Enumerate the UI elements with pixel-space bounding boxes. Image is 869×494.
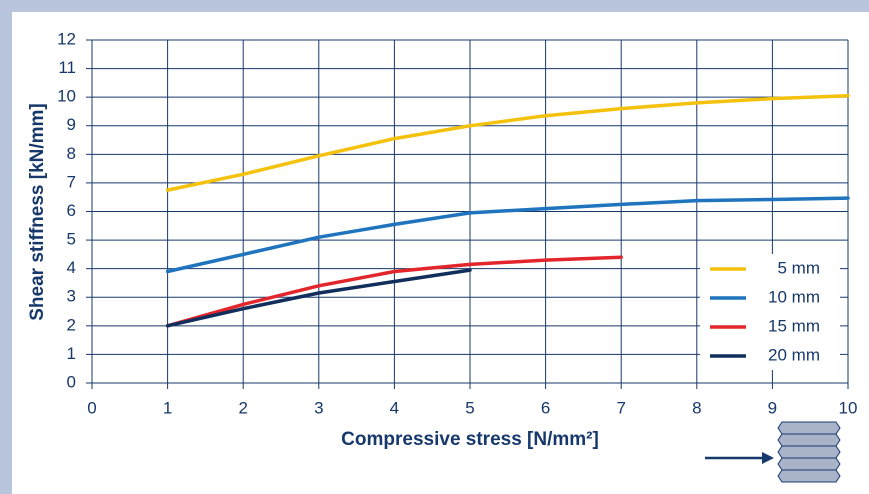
y-tick-label: 5 xyxy=(67,230,76,249)
x-tick-label: 10 xyxy=(839,398,858,417)
legend-label: 20 mm xyxy=(768,345,820,364)
x-tick-label: 4 xyxy=(390,398,399,417)
x-tick-label: 7 xyxy=(616,398,625,417)
y-tick-label: 7 xyxy=(67,172,76,191)
x-tick-label: 5 xyxy=(465,398,474,417)
x-tick-label: 2 xyxy=(238,398,247,417)
y-tick-label: 8 xyxy=(67,144,76,163)
plate xyxy=(778,470,840,482)
y-tick-label: 2 xyxy=(67,315,76,334)
y-tick-label: 3 xyxy=(67,287,76,306)
y-tick-label: 10 xyxy=(57,87,76,106)
plate xyxy=(778,446,840,458)
y-tick-label: 11 xyxy=(58,58,76,77)
x-tick-label: 0 xyxy=(87,398,96,417)
y-tick-label: 1 xyxy=(67,344,76,363)
legend-label: 5 mm xyxy=(778,258,821,277)
plate xyxy=(778,458,840,470)
x-tick-label: 9 xyxy=(768,398,777,417)
y-tick-label: 4 xyxy=(67,258,76,277)
legend: 5 mm 10 mm 15 mm 20 mm xyxy=(700,254,840,370)
x-tick-label: 3 xyxy=(314,398,323,417)
legend-label: 10 mm xyxy=(768,287,820,306)
legend-label: 15 mm xyxy=(768,316,820,335)
y-tick-label: 9 xyxy=(67,115,76,134)
plate xyxy=(778,434,840,446)
chart: 0123456789101112012345678910 Compressive… xyxy=(0,0,869,494)
y-tick-label: 0 xyxy=(67,372,76,391)
plate xyxy=(778,422,840,434)
y-axis-title: Shear stiffness [kN/mm] xyxy=(27,103,48,321)
panel xyxy=(12,12,869,494)
x-tick-label: 8 xyxy=(692,398,701,417)
x-axis-title: Compressive stress [N/mm²] xyxy=(341,429,599,450)
y-tick-label: 6 xyxy=(67,201,76,220)
y-tick-label: 12 xyxy=(57,29,76,48)
x-tick-label: 6 xyxy=(541,398,550,417)
x-tick-label: 1 xyxy=(163,398,172,417)
page: {"chart_data": {"type": "line", "x_label… xyxy=(0,0,869,494)
